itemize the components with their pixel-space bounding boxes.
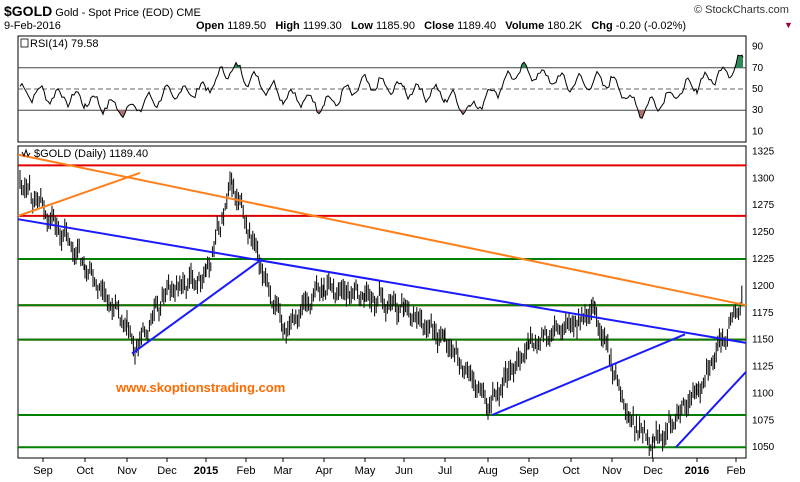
rsi-y-tick: 90 bbox=[752, 42, 764, 53]
x-axis: Sep Oct Nov Dec 2015 Feb Mar Apr May Jun Jul Aug Sep… bbox=[33, 458, 745, 477]
x-tick-label: Oct bbox=[562, 465, 579, 477]
x-tick-label: Oct bbox=[76, 465, 93, 477]
price-y-tick: 1175 bbox=[752, 308, 774, 319]
x-tick-label: Nov bbox=[602, 465, 622, 477]
instrument-name: Gold - Spot Price (EOD) bbox=[55, 7, 174, 19]
price-y-tick: 1100 bbox=[752, 388, 774, 399]
x-tick-label: 2015 bbox=[194, 465, 218, 477]
rsi-overbought-fill bbox=[738, 55, 740, 68]
price-y-tick: 1075 bbox=[752, 415, 775, 426]
high-value: 1199.30 bbox=[302, 20, 342, 32]
rsi-overbought-fill bbox=[740, 55, 742, 68]
x-tick-label: Sep bbox=[33, 465, 53, 477]
x-tick-label: Feb bbox=[237, 465, 256, 477]
rsi-oversold-fill bbox=[640, 110, 642, 119]
close-value: 1189.40 bbox=[457, 20, 497, 32]
rsi-y-tick: 70 bbox=[752, 63, 764, 74]
price-panel: 1050 1075 1100 1125 1150 1175 1200 1225 1250 1275… bbox=[17, 145, 775, 459]
price-y-tick: 1250 bbox=[752, 227, 775, 238]
rsi-line bbox=[19, 54, 744, 119]
rsi-legend: RSI(14) 79.58 bbox=[30, 38, 98, 50]
rsi-panel: 10 30 50 70 90 RSI(14) 79.58 bbox=[17, 35, 764, 143]
exchange: CME bbox=[176, 7, 201, 19]
price-y-tick: 1150 bbox=[752, 335, 774, 346]
x-tick-label: Aug bbox=[478, 465, 498, 477]
x-tick-label: Dec bbox=[643, 465, 663, 477]
chart-title: $GOLD Gold - Spot Price (EOD) CME bbox=[4, 3, 201, 19]
rsi-overbought-fill bbox=[742, 55, 743, 68]
chart-date: 9-Feb-2016 bbox=[4, 20, 61, 32]
rsi-y-tick: 50 bbox=[752, 84, 764, 95]
blue-trendline bbox=[491, 333, 686, 416]
x-tick-label: Jun bbox=[395, 465, 413, 477]
bar-chart-icon bbox=[21, 148, 31, 158]
low-value: 1185.90 bbox=[376, 20, 415, 32]
open-value: 1189.50 bbox=[227, 20, 267, 32]
price-y-tick: 1125 bbox=[752, 362, 774, 373]
price-y-tick: 1300 bbox=[752, 173, 775, 184]
x-tick-label: Feb bbox=[727, 465, 746, 477]
price-y-tick: 1050 bbox=[752, 442, 775, 453]
price-frame bbox=[17, 145, 747, 459]
watermark: www.skoptionstrading.com bbox=[115, 380, 285, 395]
price-y-tick: 1225 bbox=[752, 254, 775, 265]
blue-trendline bbox=[131, 258, 263, 355]
rsi-y-tick: 30 bbox=[752, 105, 764, 116]
x-tick-label: Sep bbox=[519, 465, 539, 477]
x-tick-label: Dec bbox=[157, 465, 177, 477]
symbol: $GOLD bbox=[4, 3, 53, 19]
orange-trendline bbox=[17, 171, 141, 217]
rsi-y-tick: 10 bbox=[752, 126, 764, 137]
rsi-overbought-fill bbox=[522, 62, 524, 68]
blue-trendline bbox=[675, 371, 747, 448]
x-tick-label: Mar bbox=[274, 465, 293, 477]
x-tick-label: Nov bbox=[117, 465, 137, 477]
x-tick-label: Apr bbox=[315, 465, 332, 477]
price-y-tick: 1275 bbox=[752, 200, 775, 211]
x-tick-label: Jul bbox=[438, 465, 452, 477]
volume-value: 180.2K bbox=[547, 20, 583, 32]
change-down-icon: ▼ bbox=[784, 20, 793, 30]
x-tick-label: 2016 bbox=[685, 465, 709, 477]
price-y-tick: 1200 bbox=[752, 281, 775, 292]
legend-marker-icon bbox=[20, 38, 29, 48]
orange-trendline bbox=[17, 153, 747, 307]
price-y-tick: 1325 bbox=[752, 146, 775, 157]
blue-trendline bbox=[17, 218, 747, 344]
change-value: -0.20 (-0.02%) bbox=[615, 20, 687, 32]
brand-credit: © StockCharts.com bbox=[694, 4, 789, 16]
ohlc-summary: Open 1189.50 High 1199.30 Low 1185.90 Cl… bbox=[196, 20, 687, 32]
price-legend: $GOLD (Daily) 1189.40 bbox=[34, 148, 148, 160]
x-tick-label: May bbox=[355, 465, 376, 477]
